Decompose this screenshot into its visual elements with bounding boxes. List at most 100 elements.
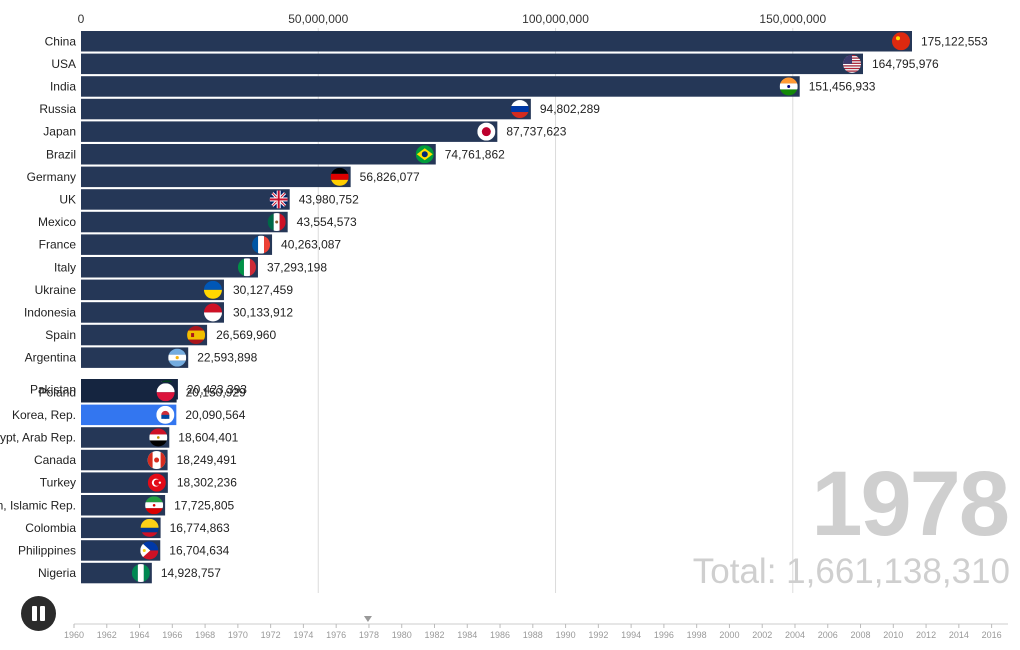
timeline-year-label: 1984 — [457, 630, 477, 640]
timeline-year-label: 1972 — [261, 630, 281, 640]
country-label: Philippines — [18, 543, 76, 557]
bars: 175,122,553 164,795,976 151,456,933 94,802,… — [81, 31, 988, 584]
bar — [81, 302, 224, 323]
bar — [81, 76, 800, 97]
timeline-year-label: 2016 — [982, 630, 1002, 640]
bar — [81, 53, 863, 75]
value-label: 43,980,752 — [299, 192, 359, 206]
timeline-handle-icon[interactable] — [363, 616, 372, 622]
x-tick-label: 0 — [78, 12, 85, 26]
value-label: 40,263,087 — [281, 238, 341, 252]
timeline-year-label: 1962 — [97, 630, 117, 640]
value-label: 43,554,573 — [297, 215, 357, 229]
country-label: Iran, Islamic Rep. — [0, 498, 76, 512]
egypt-flag-icon — [149, 428, 168, 447]
value-label: 20,423,393 — [187, 382, 247, 396]
country-labels: China USA India Russia Japan Brazil Germany UK M… — [0, 34, 76, 580]
korea-flag-icon — [156, 405, 175, 424]
value-label: 16,704,634 — [169, 543, 229, 557]
value-label: 20,090,564 — [185, 408, 245, 422]
timeline-year-label: 1992 — [588, 630, 608, 640]
timeline-year-label: 2008 — [851, 630, 871, 640]
timeline-year-label: 1980 — [392, 630, 412, 640]
bar — [81, 382, 177, 403]
timeline-year-label: 1966 — [162, 630, 182, 640]
timeline-year-label: 1988 — [523, 630, 543, 640]
timeline-year-label: 2010 — [883, 630, 903, 640]
x-tick-label: 150,000,000 — [759, 12, 826, 26]
value-label: 26,569,960 — [216, 328, 276, 342]
country-label: Poland — [39, 385, 76, 399]
timeline-year-label: 1982 — [424, 630, 444, 640]
bar-chart: 0 50,000,000 100,000,000 150,000,000 175,12… — [0, 12, 988, 593]
timeline-year-label: 2002 — [752, 630, 772, 640]
country-label: Pakistan — [30, 382, 76, 396]
value-label: 17,725,805 — [174, 498, 234, 512]
bar — [81, 234, 273, 255]
pause-icon — [40, 606, 45, 621]
value-label: 87,737,623 — [506, 125, 566, 139]
value-label: 56,826,077 — [360, 170, 420, 184]
canada-flag-icon — [147, 451, 166, 470]
country-label: Turkey — [40, 476, 76, 490]
bar — [81, 121, 498, 142]
country-label: China — [45, 34, 77, 48]
timeline-year-label: 2014 — [949, 630, 969, 640]
japan-flag-icon — [477, 122, 496, 141]
colombia-flag-icon — [140, 518, 159, 537]
brazil-flag-icon — [415, 145, 434, 164]
value-label: 16,774,863 — [170, 521, 230, 535]
country-label: Russia — [39, 102, 76, 116]
value-label: 151,456,933 — [809, 79, 876, 93]
value-label: 18,604,401 — [178, 430, 238, 444]
russia-flag-icon — [510, 100, 529, 119]
bar — [81, 495, 166, 516]
bar — [81, 98, 531, 120]
nigeria-flag-icon — [131, 564, 150, 583]
bar — [81, 540, 161, 561]
country-label: Colombia — [25, 521, 76, 535]
country-label: Indonesia — [24, 305, 76, 319]
usa-flag-icon — [842, 54, 861, 73]
bar — [81, 257, 258, 278]
india-flag-icon — [779, 77, 798, 96]
bar — [81, 517, 161, 539]
value-label: 30,133,912 — [233, 305, 293, 319]
bar — [81, 404, 177, 426]
timeline-year-label: 1974 — [293, 630, 313, 640]
pause-button[interactable] — [21, 596, 56, 631]
x-tick-label: 100,000,000 — [522, 12, 589, 26]
x-tick-label: 50,000,000 — [288, 12, 348, 26]
total-label: Total: 1,661,138,310 — [692, 552, 1010, 591]
argentina-flag-icon — [168, 348, 187, 367]
country-label: Korea, Rep. — [12, 408, 76, 422]
uk-flag-icon — [269, 190, 288, 209]
country-label: USA — [51, 57, 76, 71]
value-label: 18,302,236 — [177, 476, 237, 490]
turkey-flag-icon — [147, 473, 166, 492]
pause-icon — [32, 606, 37, 621]
poland-flag-icon — [156, 383, 175, 402]
bar — [81, 449, 168, 471]
timeline-year-label: 1986 — [490, 630, 510, 640]
bar — [81, 189, 290, 210]
country-label: Germany — [27, 170, 76, 184]
x-axis-ticks: 0 50,000,000 100,000,000 150,000,000 — [78, 12, 827, 26]
value-label: 74,761,862 — [445, 147, 505, 161]
value-label: 94,802,289 — [540, 102, 600, 116]
country-label: Nigeria — [38, 566, 76, 580]
value-label: 22,593,898 — [197, 351, 257, 365]
bar — [81, 144, 436, 165]
timeline-year-label: 2006 — [818, 630, 838, 640]
timeline-year-label: 1970 — [228, 630, 248, 640]
timeline-year-label: 2000 — [719, 630, 739, 640]
country-label: Italy — [54, 260, 76, 274]
value-label: 175,122,553 — [921, 34, 988, 48]
value-label: 18,249,491 — [177, 453, 237, 467]
year-timeline-slider[interactable]: 1960 1962 1964 1966 1968 1970 1972 1974 1976 1978… — [0, 610, 1020, 650]
country-label: Ukraine — [35, 283, 77, 297]
timeline-year-label: 1968 — [195, 630, 215, 640]
bar — [81, 324, 208, 346]
germany-flag-icon — [330, 167, 349, 186]
value-label: 37,293,198 — [267, 260, 327, 274]
